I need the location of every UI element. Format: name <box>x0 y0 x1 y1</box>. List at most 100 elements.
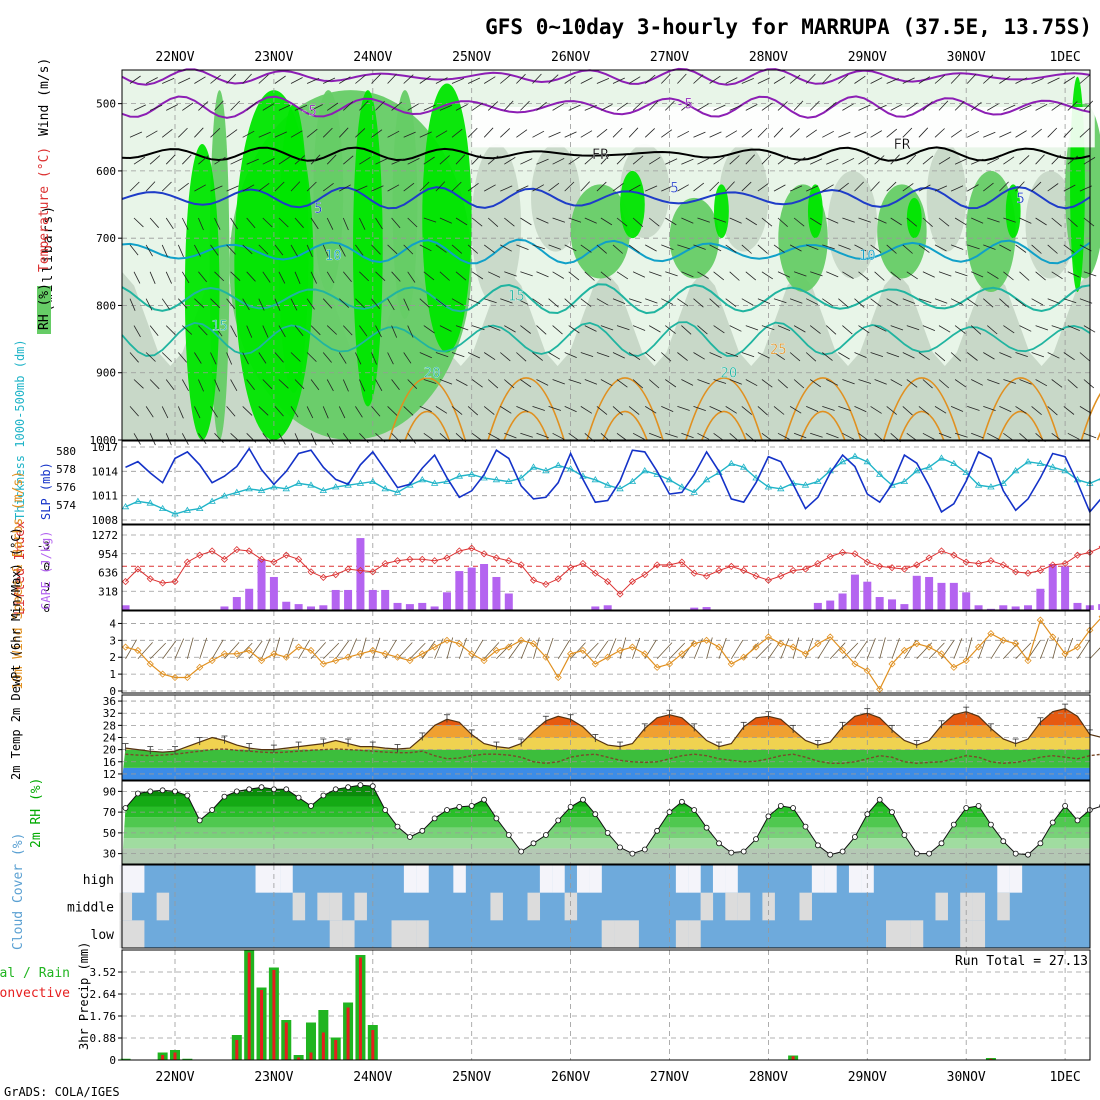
barb-711 <box>938 379 950 389</box>
cloud-low-gap-17 <box>403 920 417 948</box>
barb-118 <box>258 244 269 255</box>
p3-cape-tick-3: 1272 <box>92 529 119 542</box>
barb-368 <box>548 182 560 192</box>
warm-dome-inner-8 <box>997 410 1044 441</box>
isotherm-5 <box>121 283 1091 315</box>
wind10-barb-14 <box>298 639 311 659</box>
barb-526 <box>725 298 737 307</box>
barb-33 <box>165 217 174 230</box>
barb-550 <box>757 183 769 192</box>
rh2m-point-19 <box>357 782 364 788</box>
barb-618 <box>838 131 851 138</box>
barb-5 <box>133 217 144 228</box>
p8-ytick-3: 2.64 <box>90 988 117 1001</box>
rh2m-point-66 <box>938 840 945 847</box>
barb-591 <box>810 158 823 165</box>
barb-632 <box>854 131 867 138</box>
bottom-date-8: 30NOV <box>947 1070 986 1085</box>
barb-183 <box>343 101 354 111</box>
p3-cape-tick-1: 636 <box>98 567 118 580</box>
li-point-15 <box>307 568 315 576</box>
cloud-high-gap-23 <box>539 865 553 893</box>
barb-490 <box>693 74 704 84</box>
barb-629 <box>842 432 855 440</box>
wind10-barb-75 <box>1052 637 1059 659</box>
cape-bar-8 <box>220 606 229 610</box>
cape-bar-0 <box>121 605 130 610</box>
barb-103 <box>246 217 256 229</box>
wind10-barb-33 <box>533 637 540 659</box>
barb-477 <box>681 101 692 111</box>
barb-264 <box>419 406 432 412</box>
barb-296 <box>467 127 478 138</box>
barb-91 <box>230 271 241 281</box>
p8-ylabel-wrap: 3hr Precip (mm) <box>77 942 91 1050</box>
barb-116 <box>258 182 270 192</box>
wind10-point-61 <box>876 685 884 693</box>
warm-dome-inner-7 <box>898 410 945 441</box>
rh2m-point-47 <box>703 824 710 831</box>
thickness-line <box>125 455 1100 515</box>
barb-119 <box>262 271 271 283</box>
precip-conv-bar-14 <box>297 1057 301 1060</box>
cloud-high-gap-36 <box>712 865 726 893</box>
wind10-point-0 <box>121 643 130 651</box>
li-point-14 <box>295 555 303 563</box>
barb-705 <box>938 217 950 227</box>
cloud-mid-gap-39 <box>737 892 751 921</box>
barb-786 <box>1031 128 1042 138</box>
barb-790 <box>1031 244 1042 254</box>
barb-799 <box>1051 102 1063 111</box>
wind10-barb-43 <box>656 642 673 660</box>
barb-535 <box>745 154 755 165</box>
barb-176 <box>322 298 333 309</box>
cloud-layer-label-1: middle <box>67 901 114 916</box>
isotherm-label-12: 20 <box>720 366 737 382</box>
cape-bar-26 <box>442 592 451 610</box>
barb-675 <box>906 154 917 165</box>
barb-132 <box>274 244 284 256</box>
wind10-point-47 <box>703 636 711 644</box>
cloud-mid-gap-38 <box>725 892 738 921</box>
cape-bar-18 <box>344 589 353 610</box>
barb-558 <box>757 406 768 416</box>
li-point-77 <box>1073 551 1082 559</box>
barb-778 <box>1015 298 1027 307</box>
barb-21 <box>149 271 156 284</box>
thickness-point-48 <box>715 468 723 475</box>
barb-508 <box>709 181 720 192</box>
barb-569 <box>777 325 791 331</box>
barb-456 <box>645 298 658 304</box>
barb-588 <box>805 73 816 84</box>
barb-354 <box>532 184 544 192</box>
barb-335 <box>504 432 517 439</box>
barb-759 <box>1003 156 1015 165</box>
barb-454 <box>645 244 657 252</box>
wind10-point-13 <box>282 653 290 661</box>
barb-250 <box>403 406 414 416</box>
wind10-barb-47 <box>706 637 713 659</box>
barb-724 <box>950 352 962 362</box>
cloud-mid-gap-11 <box>329 892 343 921</box>
wind10-point-17 <box>332 657 340 665</box>
barb-820 <box>1063 298 1077 304</box>
barb-438 <box>628 184 641 192</box>
rh2m-point-1 <box>134 790 141 797</box>
panel-cloud-cover: high middle low <box>67 864 1091 949</box>
barb-412 <box>596 244 607 254</box>
cloud-high-gap-8 <box>280 865 293 893</box>
cloud-high-gap-56 <box>1009 865 1023 893</box>
barb-62 <box>194 244 201 257</box>
barb-6 <box>129 244 139 256</box>
barb-297 <box>471 154 482 165</box>
barb-768 <box>999 406 1012 413</box>
barb-509 <box>713 217 727 223</box>
barb-749 <box>987 271 999 279</box>
rh2m-point-6 <box>196 817 203 824</box>
p4-ytick-1: 1 <box>109 668 116 681</box>
barb-347 <box>520 379 532 388</box>
li-point-59 <box>851 550 859 558</box>
barb-63 <box>198 271 208 283</box>
cape-bar-79 <box>1098 604 1100 610</box>
barb-243 <box>407 217 418 228</box>
